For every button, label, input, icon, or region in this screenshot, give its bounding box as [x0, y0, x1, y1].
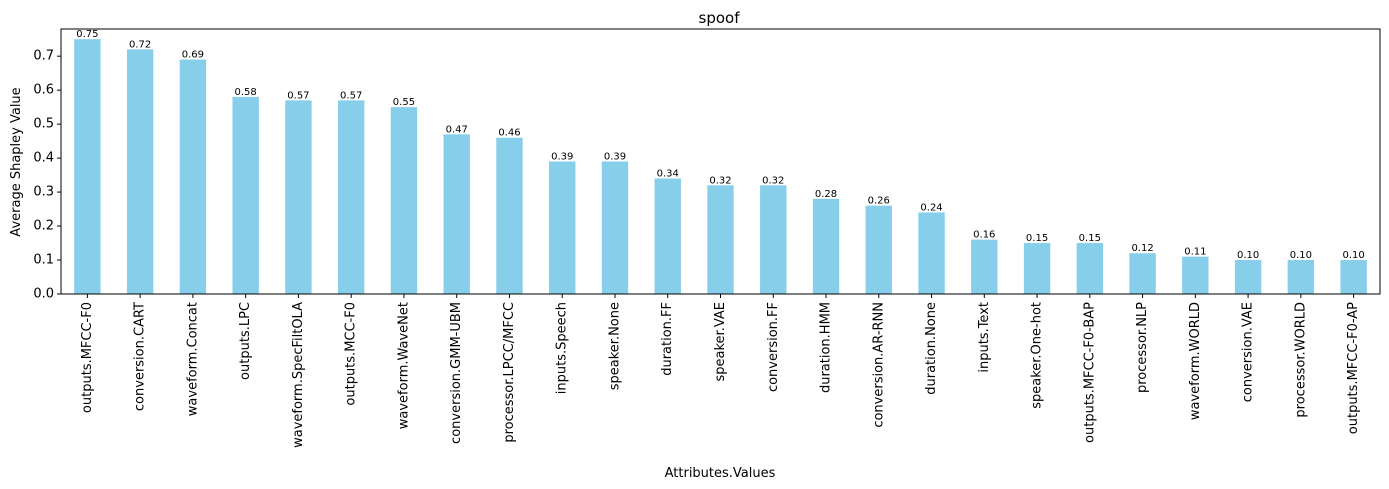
bar-2: [179, 59, 207, 295]
data-label-3: 0.58: [235, 87, 257, 98]
bar-24: [1340, 260, 1367, 294]
plot-frame: [60, 28, 1381, 295]
data-label-15: 0.26: [868, 196, 890, 207]
data-labels-group: 0.75 0.72 0.69 0.58 0.57 0.57 0.55 0.47 0.46 0.39…: [76, 29, 1365, 261]
bar-13: [760, 185, 787, 294]
x-tick-label-1: conversion.CART: [133, 302, 148, 411]
bar-12: [707, 185, 734, 294]
x-tick-label-9: inputs.Speech: [555, 302, 570, 394]
x-tick-label-3: outputs.LPC: [238, 302, 253, 380]
data-label-19: 0.15: [1079, 233, 1101, 244]
bars-group: [74, 39, 1367, 295]
bar-3: [232, 96, 259, 294]
data-label-17: 0.16: [973, 230, 995, 241]
x-tick-label-20: processor.NLP: [1135, 302, 1150, 393]
x-tick-label-13: conversion.FF: [766, 302, 781, 392]
x-tick-label-23: processor.WORLD: [1293, 302, 1308, 418]
data-label-6: 0.55: [393, 97, 415, 108]
x-tick-label-22: conversion.VAE: [1241, 302, 1256, 402]
bar-22: [1234, 260, 1262, 294]
x-tick-label-6: waveform.WaveNet: [396, 302, 411, 429]
x-axis: outputs.MFCC-F0 conversion.CART waveform.C…: [80, 294, 1361, 448]
x-tick-label-8: processor.LPCC/MFCC: [502, 302, 517, 443]
data-label-11: 0.34: [657, 168, 679, 179]
x-tick-label-0: outputs.MFCC-F0: [80, 302, 95, 413]
data-label-0: 0.75: [76, 29, 98, 40]
bar-15: [865, 205, 892, 294]
bar-5: [337, 100, 365, 294]
bar-17: [971, 239, 998, 294]
bar-1: [126, 49, 154, 295]
x-tick-label-17: inputs.Text: [977, 302, 992, 373]
data-label-2: 0.69: [182, 50, 204, 61]
data-label-12: 0.32: [709, 175, 731, 186]
y-tick-label-4: 0.4: [33, 151, 54, 166]
data-label-13: 0.32: [762, 175, 784, 186]
y-tick-label-3: 0.3: [33, 185, 54, 200]
x-tick-label-19: outputs.MFCC-F0-BAP: [1082, 302, 1097, 443]
data-label-1: 0.72: [129, 39, 151, 50]
x-tick-label-5: outputs.MCC-F0: [344, 302, 359, 406]
bar-23: [1287, 260, 1315, 294]
y-axis-label: Average Shapley Value: [9, 87, 24, 236]
x-tick-label-11: duration.FF: [660, 302, 675, 376]
x-axis-label: Attributes.Values: [665, 466, 776, 481]
y-tick-label-7: 0.7: [33, 49, 54, 64]
x-tick-label-10: speaker.None: [607, 302, 622, 390]
x-tick-label-2: waveform.Concat: [185, 302, 200, 416]
chart-title: spoof: [699, 9, 741, 27]
data-label-24: 0.10: [1342, 250, 1364, 261]
y-axis: 0.0 0.1 0.2 0.3 0.4 0.5 0.6 0.7: [33, 49, 61, 302]
data-label-23: 0.10: [1290, 250, 1312, 261]
data-label-20: 0.12: [1131, 243, 1153, 254]
bar-0: [74, 39, 101, 294]
data-label-14: 0.28: [815, 189, 837, 200]
y-tick-label-0: 0.0: [33, 287, 54, 302]
data-label-22: 0.10: [1237, 250, 1259, 261]
data-label-9: 0.39: [551, 152, 573, 163]
bar-6: [390, 107, 418, 295]
data-label-16: 0.24: [920, 202, 942, 213]
x-tick-label-21: waveform.WORLD: [1188, 302, 1203, 420]
x-tick-label-14: duration.HMM: [819, 302, 834, 393]
y-tick-label-6: 0.6: [33, 83, 54, 98]
x-tick-label-18: speaker.One-hot: [1030, 302, 1045, 409]
x-tick-label-12: speaker.VAE: [713, 302, 728, 382]
x-tick-label-16: duration.None: [924, 302, 939, 395]
bar-14: [812, 198, 840, 294]
data-label-4: 0.57: [287, 90, 309, 101]
y-tick-label-5: 0.5: [33, 117, 54, 132]
bar-11: [654, 178, 681, 294]
x-tick-label-15: conversion.AR-RNN: [871, 302, 886, 428]
data-label-10: 0.39: [604, 152, 626, 163]
data-label-8: 0.46: [498, 128, 520, 139]
bar-7: [443, 134, 470, 294]
data-label-5: 0.57: [340, 90, 362, 101]
y-tick-label-1: 0.1: [33, 253, 54, 268]
bar-4: [285, 100, 312, 294]
data-label-18: 0.15: [1026, 233, 1048, 244]
x-tick-label-4: waveform.SpecFiltOLA: [291, 302, 306, 448]
bar-18: [1023, 243, 1051, 294]
bar-16: [918, 212, 945, 294]
x-tick-label-24: outputs.MFCC-F0-AP: [1346, 302, 1361, 434]
bar-9: [549, 161, 576, 294]
bar-8: [496, 137, 523, 294]
bar-21: [1182, 256, 1209, 294]
bar-20: [1129, 253, 1156, 294]
bar-10: [601, 161, 629, 294]
bar-19: [1076, 243, 1104, 294]
x-tick-label-7: conversion.GMM-UBM: [449, 302, 464, 444]
data-label-7: 0.47: [446, 124, 468, 135]
data-label-21: 0.11: [1184, 247, 1206, 258]
y-tick-label-2: 0.2: [33, 219, 54, 234]
